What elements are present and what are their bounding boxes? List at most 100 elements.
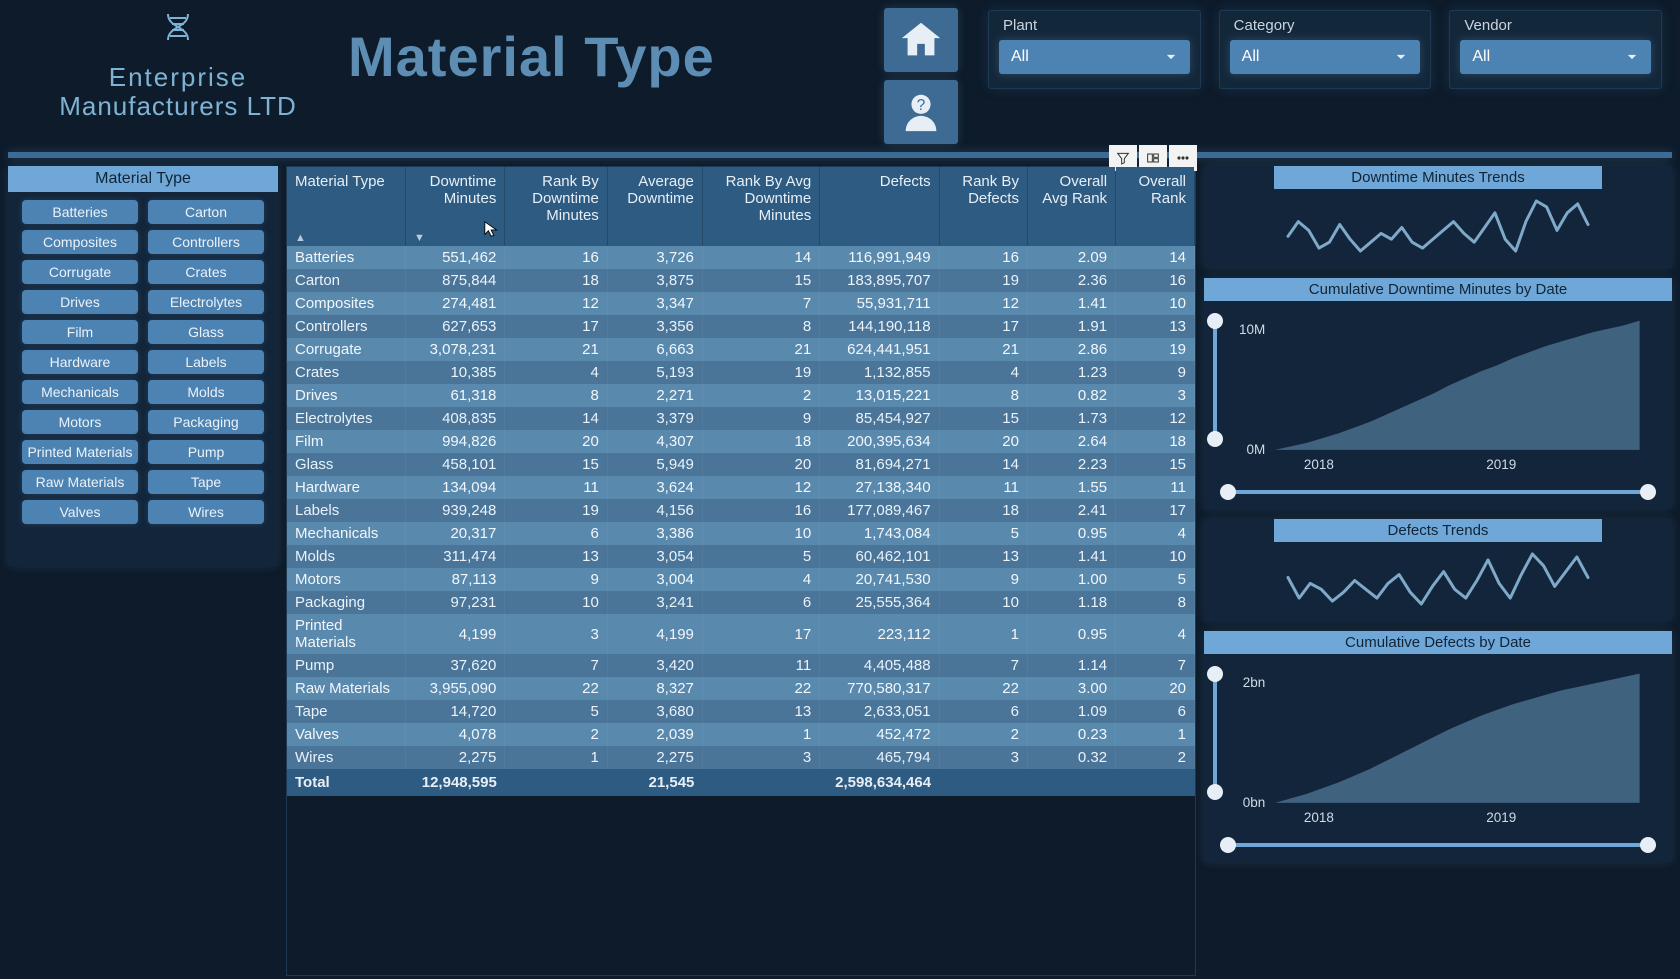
home-button[interactable]: [884, 8, 958, 72]
defects-cum-chart[interactable]: 2bn0bn20182019: [1218, 664, 1658, 828]
filter-pill[interactable]: Drives: [22, 290, 138, 314]
filter-pill[interactable]: Glass: [148, 320, 264, 344]
table-row[interactable]: Wires2,27512,2753465,79430.322: [287, 746, 1195, 769]
col-header[interactable]: Overall Avg Rank: [1027, 167, 1115, 246]
table-row[interactable]: Composites274,481123,347755,931,711121.4…: [287, 292, 1195, 315]
filter-pill[interactable]: Mechanicals: [22, 380, 138, 404]
cell: 1: [1116, 723, 1195, 746]
cell: 3,078,231: [406, 338, 505, 361]
table-total-row: Total12,948,59521,5452,598,634,464: [287, 769, 1195, 796]
table-row[interactable]: Hardware134,094113,6241227,138,340111.55…: [287, 476, 1195, 499]
filter-pill[interactable]: Film: [22, 320, 138, 344]
cell: 14: [505, 407, 607, 430]
cell: 4,078: [406, 723, 505, 746]
filter-pill[interactable]: Wires: [148, 500, 264, 524]
col-header[interactable]: Rank By Defects: [939, 167, 1027, 246]
defects-cum-xslider[interactable]: [1218, 838, 1658, 852]
filter-pill[interactable]: Batteries: [22, 200, 138, 224]
table-row[interactable]: Crates10,38545,193191,132,85541.239: [287, 361, 1195, 384]
cell: 22: [505, 677, 607, 700]
cell: 3: [702, 746, 819, 769]
cell: 0.95: [1027, 614, 1115, 654]
slicer-select-category[interactable]: All: [1230, 40, 1421, 74]
cell: 14: [702, 246, 819, 269]
cell: 11: [1116, 476, 1195, 499]
help-button[interactable]: ?: [884, 80, 958, 144]
col-header[interactable]: Average Downtime: [607, 167, 702, 246]
col-header[interactable]: Rank By Downtime Minutes: [505, 167, 607, 246]
cell: 13: [939, 545, 1027, 568]
downtime-cum-xslider[interactable]: [1218, 485, 1658, 499]
downtime-cum-chart[interactable]: 10M0M20182019: [1218, 311, 1658, 475]
table-row[interactable]: Batteries551,462163,72614116,991,949162.…: [287, 246, 1195, 269]
cell: 1,743,084: [820, 522, 939, 545]
downtime-cum-yslider[interactable]: [1208, 313, 1222, 447]
filter-pill[interactable]: Molds: [148, 380, 264, 404]
downtime-spark-chart[interactable]: [1224, 195, 1652, 257]
filter-pill[interactable]: Raw Materials: [22, 470, 138, 494]
table-row[interactable]: Carton875,844183,87515183,895,707192.361…: [287, 269, 1195, 292]
table-header-row: Material Type▲Downtime Minutes▼Rank By D…: [287, 167, 1195, 246]
filter-pill[interactable]: Pump: [148, 440, 264, 464]
filter-pill[interactable]: Crates: [148, 260, 264, 284]
filter-pill[interactable]: Electrolytes: [148, 290, 264, 314]
table-row[interactable]: Motors87,11393,004420,741,53091.005: [287, 568, 1195, 591]
cell: 458,101: [406, 453, 505, 476]
cell: 3,004: [607, 568, 702, 591]
col-header[interactable]: Material Type▲: [287, 167, 406, 246]
cell: 3,420: [607, 654, 702, 677]
table-row[interactable]: Electrolytes408,835143,379985,454,927151…: [287, 407, 1195, 430]
filter-pill[interactable]: Motors: [22, 410, 138, 434]
cell: 3,875: [607, 269, 702, 292]
table-row[interactable]: Pump37,62073,420114,405,48871.147: [287, 654, 1195, 677]
table-row[interactable]: Corrugate3,078,231216,66321624,441,95121…: [287, 338, 1195, 361]
table-row[interactable]: Valves4,07822,0391452,47220.231: [287, 723, 1195, 746]
material-data-table[interactable]: Material Type▲Downtime Minutes▼Rank By D…: [287, 167, 1195, 796]
slicer-select-plant[interactable]: All: [999, 40, 1190, 74]
cell: Batteries: [287, 246, 406, 269]
filter-pill[interactable]: Printed Materials: [22, 440, 138, 464]
filter-pill[interactable]: Corrugate: [22, 260, 138, 284]
total-cell: 2,598,634,464: [820, 769, 939, 796]
filter-pill[interactable]: Labels: [148, 350, 264, 374]
col-header[interactable]: Downtime Minutes▼: [406, 167, 505, 246]
filter-pill[interactable]: Valves: [22, 500, 138, 524]
svg-text:0bn: 0bn: [1243, 795, 1266, 810]
cell: 22: [939, 677, 1027, 700]
filter-pill[interactable]: Composites: [22, 230, 138, 254]
table-row[interactable]: Packaging97,231103,241625,555,364101.188: [287, 591, 1195, 614]
cell: 10: [505, 591, 607, 614]
filter-pill[interactable]: Hardware: [22, 350, 138, 374]
table-row[interactable]: Printed Materials4,19934,19917223,11210.…: [287, 614, 1195, 654]
table-row[interactable]: Molds311,474133,054560,462,101131.4110: [287, 545, 1195, 568]
material-filter-panel: Material Type BatteriesCartonCompositesC…: [8, 166, 278, 566]
table-row[interactable]: Controllers627,653173,3568144,190,118171…: [287, 315, 1195, 338]
table-row[interactable]: Glass458,101155,9492081,694,271142.2315: [287, 453, 1195, 476]
table-row[interactable]: Raw Materials3,955,090228,32722770,580,3…: [287, 677, 1195, 700]
col-header[interactable]: Overall Rank: [1116, 167, 1195, 246]
cell: 10: [1116, 545, 1195, 568]
defects-cum-title: Cumulative Defects by Date: [1204, 631, 1672, 654]
col-header[interactable]: Rank By Avg Downtime Minutes: [702, 167, 819, 246]
cell: 3: [939, 746, 1027, 769]
table-row[interactable]: Drives61,31882,271213,015,22180.823: [287, 384, 1195, 407]
defects-spark-chart[interactable]: [1224, 548, 1652, 610]
cell: 8: [505, 384, 607, 407]
col-header[interactable]: Defects: [820, 167, 939, 246]
body: Material Type BatteriesCartonCompositesC…: [0, 166, 1680, 976]
table-row[interactable]: Labels939,248194,15616177,089,467182.411…: [287, 499, 1195, 522]
slicer-vendor: Vendor All: [1449, 10, 1662, 89]
slicer-select-vendor[interactable]: All: [1460, 40, 1651, 74]
slicer-value: All: [1011, 48, 1029, 66]
table-row[interactable]: Tape14,72053,680132,633,05161.096: [287, 700, 1195, 723]
defects-cum-yslider[interactable]: [1208, 666, 1222, 800]
defects-spark-card: Defects Trends: [1204, 519, 1672, 621]
cell: Crates: [287, 361, 406, 384]
table-row[interactable]: Film994,826204,30718200,395,634202.6418: [287, 430, 1195, 453]
filter-pill[interactable]: Carton: [148, 200, 264, 224]
filter-pill[interactable]: Packaging: [148, 410, 264, 434]
filter-pill[interactable]: Controllers: [148, 230, 264, 254]
table-row[interactable]: Mechanicals20,31763,386101,743,08450.954: [287, 522, 1195, 545]
filter-pill[interactable]: Tape: [148, 470, 264, 494]
data-table-panel: Material Type▲Downtime Minutes▼Rank By D…: [286, 166, 1196, 976]
